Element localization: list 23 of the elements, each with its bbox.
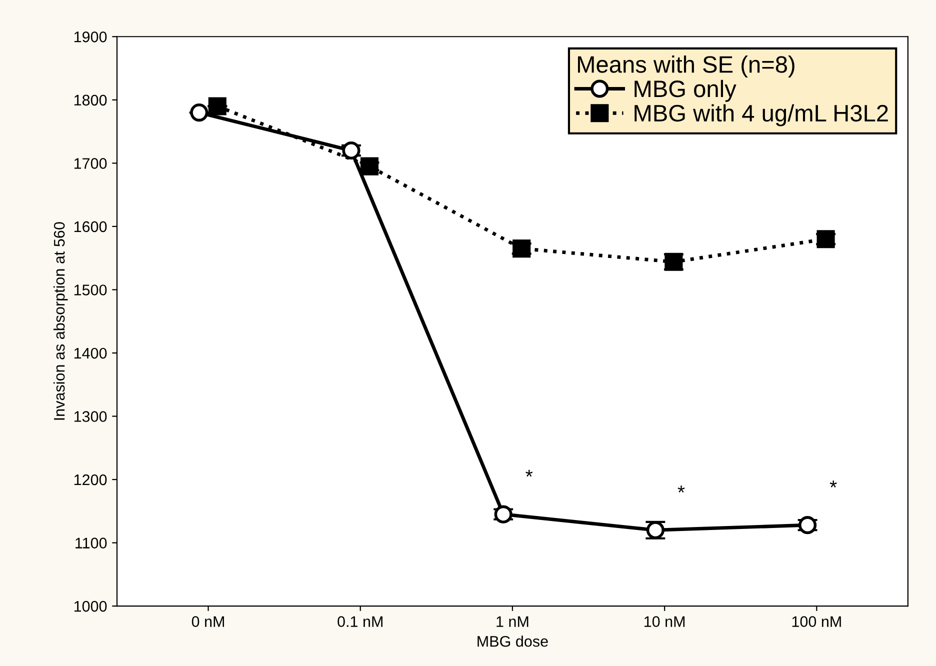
x-axis-title: MBG dose <box>478 636 548 647</box>
legend-label: MBG with 4 ug/mL H3L2 <box>634 104 888 126</box>
x-tick-label: 100 nM <box>792 616 841 628</box>
y-tick-label: 1400 <box>74 348 107 359</box>
y-tick-label: 1300 <box>74 411 107 422</box>
y-tick-label: 1000 <box>74 600 107 612</box>
y-tick-label: 1200 <box>74 474 107 486</box>
y-axis-title: Invasion as absorption at 560 <box>53 222 68 420</box>
y-tick-label: 1600 <box>74 221 107 232</box>
y-tick-label: 1700 <box>74 158 107 169</box>
y-tick-label: 1500 <box>74 284 107 296</box>
y-tick-label: 1800 <box>74 94 107 106</box>
y-tick-label: 1100 <box>76 538 107 548</box>
legend-label: MBG only <box>634 80 736 102</box>
x-tick-label: 0 nM <box>192 616 224 628</box>
x-tick-label: 10 nM <box>644 616 685 628</box>
annotation: * <box>678 486 685 493</box>
x-tick-label: 1 nM <box>496 616 528 627</box>
y-tick-label: 1900 <box>74 32 107 42</box>
legend-title: Means with SE (n=8) <box>578 56 794 78</box>
annotation: * <box>526 470 533 477</box>
x-tick-label: 0.1 nM <box>338 616 382 628</box>
annotation: * <box>830 480 837 488</box>
